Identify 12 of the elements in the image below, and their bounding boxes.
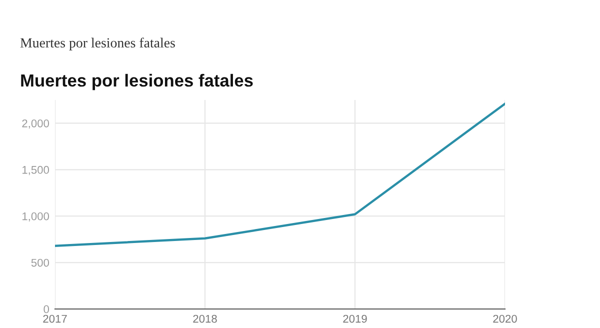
x-tick-label: 2017: [43, 314, 67, 323]
y-tick-label: 1,000: [22, 212, 50, 222]
x-tick-label: 2020: [493, 314, 517, 323]
y-tick-label: 2,000: [22, 119, 50, 129]
x-tick-label: 2018: [193, 314, 217, 323]
y-tick-label: 500: [31, 258, 50, 267]
x-tick-label: 2019: [343, 314, 367, 323]
text: Muertes por lesiones fatales: [20, 38, 175, 50]
y-tick-label: 0: [44, 305, 50, 314]
y-tick-label: 1,500: [22, 166, 50, 176]
line-series: [55, 102, 505, 247]
chart-title: Muertes por lesiones fatales: [21, 74, 253, 90]
